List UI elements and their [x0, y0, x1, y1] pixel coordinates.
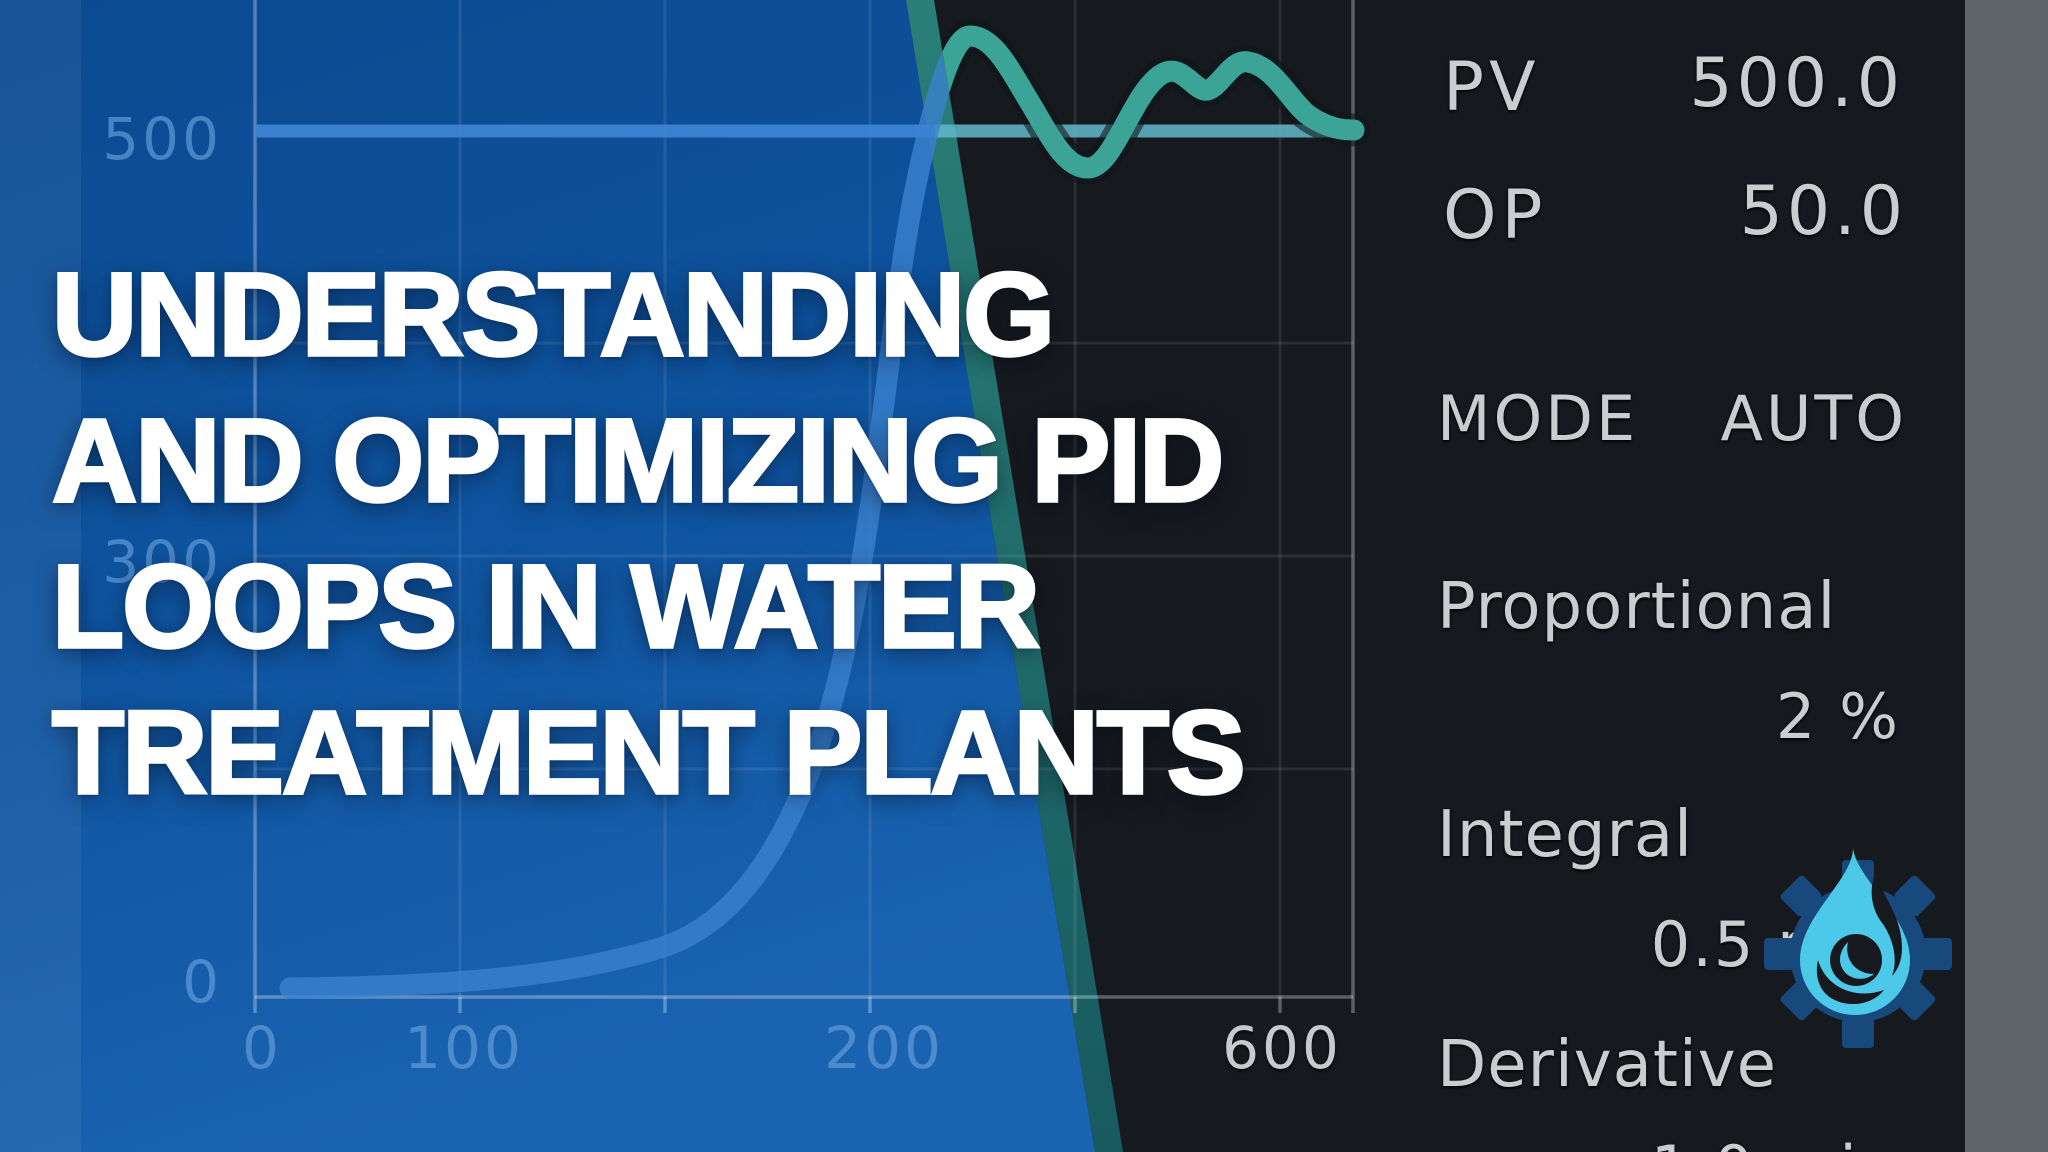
- title-line-2: AND OPTIMIZING PID: [50, 393, 1226, 529]
- op-value: 50.0: [1739, 172, 1907, 251]
- title-line-1: UNDERSTANDING: [50, 247, 1057, 383]
- x-tick-0: 0: [242, 1014, 282, 1082]
- y-tick-300: 300: [102, 528, 222, 596]
- x-tick-100: 100: [404, 1014, 524, 1082]
- blue-diagonal-overlay: [0, 0, 1095, 1152]
- derivative-value: 1.0 min: [1651, 1132, 1900, 1152]
- x-tick-200: 200: [824, 1014, 944, 1082]
- mode-value: AUTO: [1720, 382, 1907, 455]
- water-drop-icon: [1800, 848, 1910, 1016]
- title-line-4: TREATMENT PLANTS: [50, 685, 1247, 821]
- left-light-band: [0, 0, 81, 1152]
- derivative-label: Derivative: [1437, 1028, 1777, 1102]
- proportional-label: Proportional: [1437, 570, 1837, 644]
- page-title: UNDERSTANDING AND OPTIMIZING PID LOOPS I…: [50, 242, 1247, 826]
- integral-label: Integral: [1437, 798, 1693, 872]
- y-tick-500: 500: [102, 105, 222, 173]
- proportional-value: 2 %: [1775, 680, 1900, 753]
- pv-trend-curve: [279, 19, 1371, 999]
- y-tick-0: 0: [182, 948, 222, 1016]
- water-drop-gear-logo: [1764, 848, 1952, 1048]
- chart-axes: [253, 0, 1355, 1013]
- mode-label: MODE: [1437, 382, 1639, 455]
- x-tick-600: 600: [1222, 1014, 1342, 1082]
- title-line-3: LOOPS IN WATER: [50, 539, 1041, 675]
- gray-edge-strip: [1965, 0, 2048, 1152]
- pv-label: PV: [1443, 48, 1541, 127]
- op-label: OP: [1443, 176, 1548, 255]
- pv-value: 500.0: [1689, 44, 1904, 123]
- teal-diagonal-edge: [906, 0, 1123, 1152]
